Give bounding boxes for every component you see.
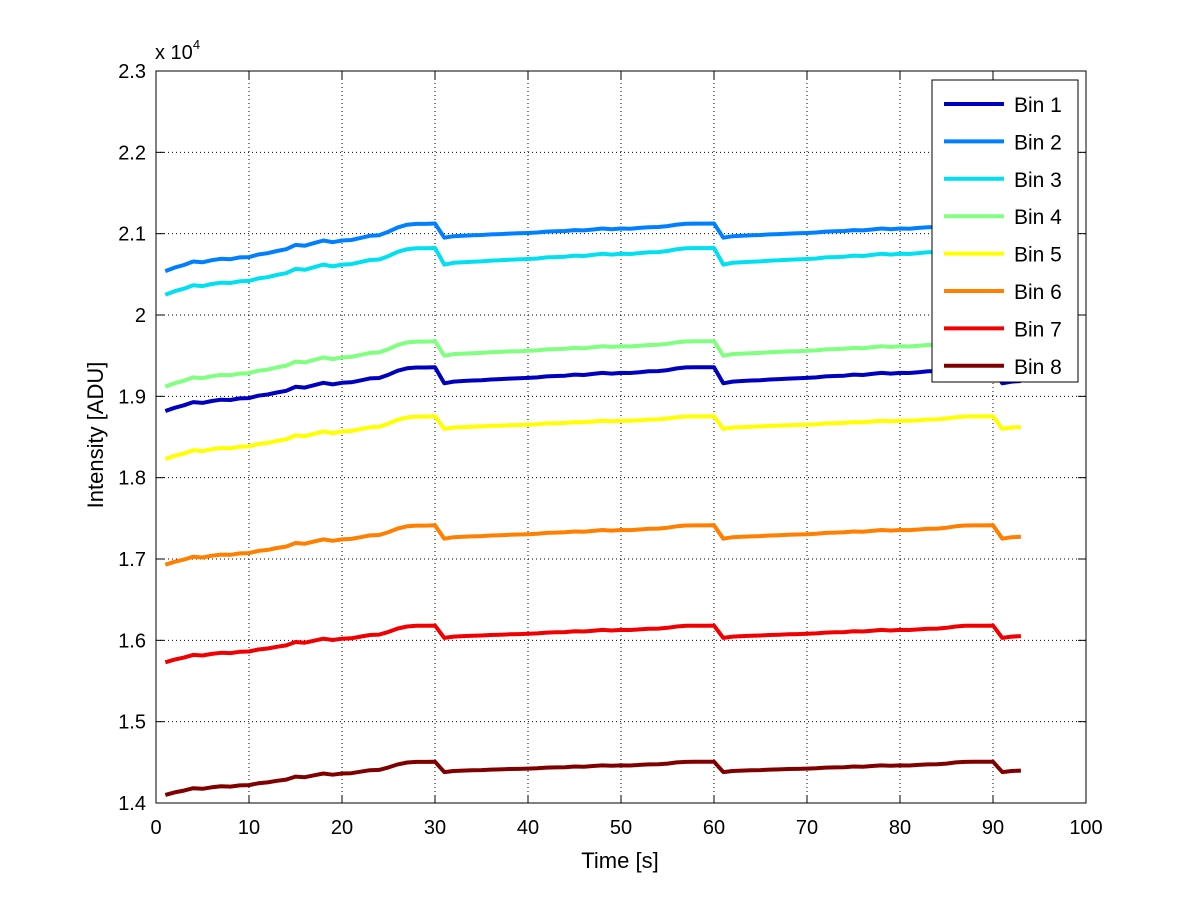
y-exponent-base: x 10 bbox=[155, 42, 193, 64]
y-tick-label: 1.8 bbox=[118, 468, 146, 490]
y-axis-label: Intensity [ADU] bbox=[83, 362, 108, 509]
legend-label: Bin 5 bbox=[1014, 244, 1062, 267]
y-tick-labels: 1.4 1.5 1.6 1.7 1.8 1.9 2 2.1 2.2 2.3 bbox=[118, 61, 146, 815]
x-tick-label: 30 bbox=[424, 817, 446, 839]
axis-ticks bbox=[155, 70, 1087, 804]
y-tick-label: 2 bbox=[135, 305, 146, 327]
y-exponent-power: 4 bbox=[193, 37, 200, 52]
x-tick-label: 40 bbox=[517, 817, 539, 839]
series-line-6 bbox=[164, 523, 1021, 567]
x-axis-label: Time [s] bbox=[581, 848, 658, 873]
legend-label: Bin 6 bbox=[1014, 281, 1062, 304]
x-tick-label: 0 bbox=[150, 817, 161, 839]
y-tick-label: 1.5 bbox=[118, 712, 146, 734]
series-line-7 bbox=[164, 623, 1022, 665]
y-exponent-label: x 104 bbox=[155, 37, 200, 64]
x-tick-labels: 0 10 20 30 40 50 60 70 80 90 100 bbox=[150, 817, 1102, 839]
legend-label: Bin 4 bbox=[1014, 206, 1062, 229]
legend-label: Bin 3 bbox=[1014, 169, 1062, 192]
series-line-2 bbox=[164, 221, 1022, 273]
x-tick-label: 60 bbox=[703, 817, 725, 839]
x-tick-label: 80 bbox=[889, 817, 911, 839]
plot-area bbox=[156, 71, 1086, 803]
legend-label: Bin 1 bbox=[1014, 94, 1062, 117]
series-line-5 bbox=[164, 414, 1021, 461]
series-lines bbox=[164, 221, 1022, 797]
x-tick-label: 90 bbox=[982, 817, 1004, 839]
legend-label: Bin 7 bbox=[1014, 318, 1062, 341]
x-tick-label: 50 bbox=[610, 817, 632, 839]
x-tick-label: 20 bbox=[331, 817, 353, 839]
y-tick-label: 1.6 bbox=[118, 630, 146, 652]
x-tick-label: 100 bbox=[1069, 817, 1102, 839]
y-tick-label: 1.7 bbox=[118, 549, 146, 571]
grid bbox=[156, 71, 1086, 803]
legend-box bbox=[931, 79, 1079, 383]
y-tick-label: 2.3 bbox=[118, 61, 146, 83]
y-tick-label: 1.9 bbox=[118, 386, 146, 408]
y-tick-label: 1.4 bbox=[118, 793, 146, 815]
series-line-1 bbox=[164, 365, 1022, 413]
legend: Bin 1 Bin 2 Bin 3 Bin 4 Bin 5 Bin 6 Bin 7 Bin 8 bbox=[931, 79, 1079, 383]
x-tick-label: 10 bbox=[238, 817, 260, 839]
series-line-4 bbox=[164, 339, 1022, 389]
legend-label: Bin 2 bbox=[1014, 131, 1062, 154]
x-tick-label: 70 bbox=[796, 817, 818, 839]
series-line-8 bbox=[164, 759, 1021, 797]
y-tick-label: 2.1 bbox=[118, 224, 146, 246]
legend-label: Bin 8 bbox=[1014, 356, 1062, 379]
y-tick-label: 2.2 bbox=[118, 142, 146, 164]
series-line-3 bbox=[164, 246, 1022, 297]
